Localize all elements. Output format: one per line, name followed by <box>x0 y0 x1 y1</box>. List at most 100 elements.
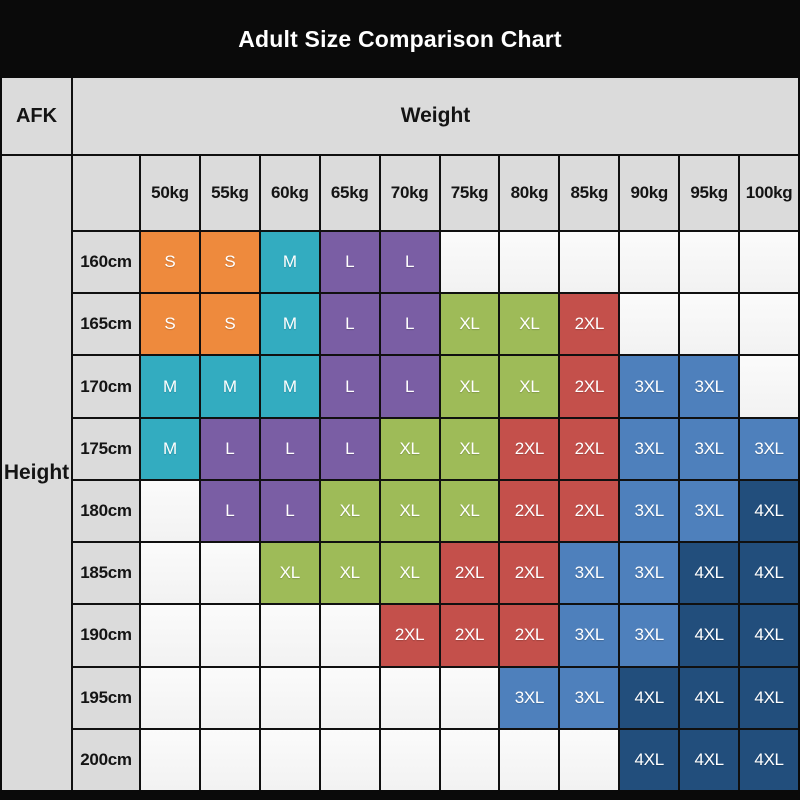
size-cell: XL <box>320 480 379 542</box>
size-cell: L <box>380 232 439 293</box>
size-cell: M <box>260 232 319 293</box>
height-tick-185cm: 185cm <box>73 543 139 604</box>
empty-cell <box>260 729 319 790</box>
size-cell: 4XL <box>680 605 739 666</box>
size-cell: 3XL <box>560 667 619 728</box>
size-cell: 2XL <box>440 605 499 666</box>
size-cell: M <box>141 418 199 479</box>
weight-tick-85kg: 85kg <box>560 156 619 230</box>
size-cell: XL <box>380 418 439 479</box>
empty-cell <box>740 356 798 417</box>
size-cell: M <box>141 356 199 417</box>
weight-tick-95kg: 95kg <box>680 156 739 230</box>
size-cell: M <box>200 356 259 417</box>
empty-cell <box>260 605 319 666</box>
size-cell: 3XL <box>620 480 679 542</box>
size-cell: S <box>200 232 259 293</box>
size-cell: XL <box>260 543 319 604</box>
size-cell: 2XL <box>500 480 559 542</box>
empty-cell <box>200 729 259 790</box>
empty-cell <box>141 605 199 666</box>
size-cell: L <box>320 418 379 479</box>
size-cell: S <box>141 294 199 355</box>
size-cell: 3XL <box>680 480 739 542</box>
size-cell: XL <box>440 480 499 542</box>
size-cell: XL <box>380 543 439 604</box>
size-cell: 2XL <box>560 294 619 355</box>
size-cell: 2XL <box>500 543 559 604</box>
height-tick-170cm: 170cm <box>73 356 139 417</box>
size-cell: XL <box>440 418 499 479</box>
weight-tick-100kg: 100kg <box>740 156 798 230</box>
size-cell: 4XL <box>620 667 679 728</box>
size-cell: 2XL <box>380 605 439 666</box>
title-bar: Adult Size Comparison Chart <box>0 0 800 78</box>
empty-cell <box>500 729 559 790</box>
empty-cell <box>141 543 199 604</box>
height-tick-195cm: 195cm <box>73 667 139 728</box>
size-grid: AFK Weight Height 50kg 55kg 60kg 65kg 70kg 75… <box>2 78 798 790</box>
size-cell: L <box>380 356 439 417</box>
empty-cell <box>200 605 259 666</box>
size-cell: XL <box>500 356 559 417</box>
size-cell: 2XL <box>560 418 619 479</box>
empty-cell <box>320 729 379 790</box>
weight-axis-label: Weight <box>73 78 798 154</box>
weight-tick-55kg: 55kg <box>200 156 259 230</box>
empty-cell <box>620 294 679 355</box>
size-cell: 4XL <box>740 543 798 604</box>
size-cell: XL <box>500 294 559 355</box>
size-cell: S <box>200 294 259 355</box>
size-cell: XL <box>440 356 499 417</box>
size-cell: 3XL <box>620 543 679 604</box>
size-cell: 2XL <box>440 543 499 604</box>
page-title: Adult Size Comparison Chart <box>238 25 562 52</box>
size-cell: 2XL <box>560 480 619 542</box>
blank-header-cell <box>73 156 139 230</box>
height-tick-180cm: 180cm <box>73 480 139 542</box>
empty-cell <box>200 543 259 604</box>
size-cell: 4XL <box>680 667 739 728</box>
corner-label: AFK <box>2 78 71 154</box>
size-cell: XL <box>440 294 499 355</box>
size-cell: L <box>380 294 439 355</box>
size-cell: 4XL <box>740 480 798 542</box>
size-cell: L <box>320 294 379 355</box>
height-tick-165cm: 165cm <box>73 294 139 355</box>
weight-tick-65kg: 65kg <box>320 156 379 230</box>
empty-cell <box>440 729 499 790</box>
size-cell: 4XL <box>740 729 798 790</box>
size-cell: 2XL <box>560 356 619 417</box>
empty-cell <box>440 232 499 293</box>
size-cell: 3XL <box>560 605 619 666</box>
empty-cell <box>200 667 259 728</box>
empty-cell <box>320 605 379 666</box>
size-cell: XL <box>320 543 379 604</box>
size-cell: L <box>320 356 379 417</box>
size-cell: L <box>260 480 319 542</box>
height-tick-190cm: 190cm <box>73 605 139 666</box>
size-cell: L <box>260 418 319 479</box>
size-cell: 4XL <box>740 605 798 666</box>
height-tick-160cm: 160cm <box>73 232 139 293</box>
size-cell: 2XL <box>500 418 559 479</box>
empty-cell <box>260 667 319 728</box>
weight-tick-60kg: 60kg <box>260 156 319 230</box>
empty-cell <box>560 729 619 790</box>
size-cell: 3XL <box>740 418 798 479</box>
empty-cell <box>560 232 619 293</box>
bottom-bar <box>0 790 800 800</box>
size-cell: XL <box>380 480 439 542</box>
empty-cell <box>740 232 798 293</box>
weight-tick-70kg: 70kg <box>380 156 439 230</box>
size-cell: 3XL <box>620 356 679 417</box>
empty-cell <box>620 232 679 293</box>
size-cell: L <box>200 418 259 479</box>
size-cell: M <box>260 294 319 355</box>
empty-cell <box>380 729 439 790</box>
empty-cell <box>141 480 199 542</box>
size-cell: 3XL <box>560 543 619 604</box>
height-tick-175cm: 175cm <box>73 418 139 479</box>
size-cell: L <box>200 480 259 542</box>
